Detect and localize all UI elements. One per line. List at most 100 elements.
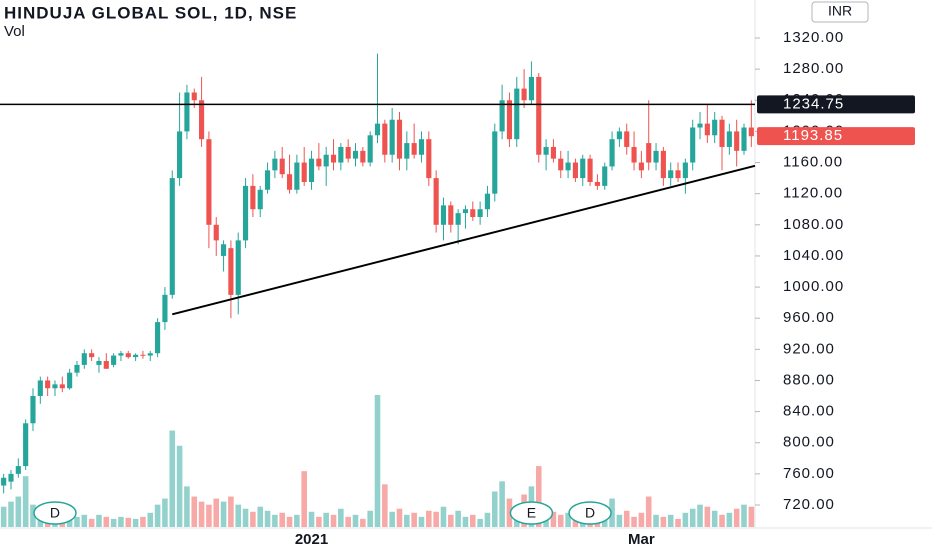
trend-line xyxy=(172,164,756,316)
volume-bar xyxy=(462,516,469,527)
volume-bar xyxy=(484,512,491,527)
volume-bar xyxy=(22,476,29,527)
volume-bar xyxy=(184,486,190,527)
candle-body xyxy=(23,423,29,467)
candle-body xyxy=(396,119,403,159)
volume-bar xyxy=(367,510,373,527)
candle-body xyxy=(543,146,549,155)
volume-bar xyxy=(352,514,359,527)
volume-bar xyxy=(228,496,234,527)
candle-body xyxy=(646,143,652,163)
volume-bar xyxy=(689,508,696,527)
volume-bar xyxy=(572,516,579,527)
volume-bar xyxy=(396,508,403,527)
candle-body xyxy=(448,205,454,225)
volume-bar xyxy=(176,445,183,527)
candle-body xyxy=(199,100,205,140)
candle-body xyxy=(235,240,241,295)
candle-body xyxy=(440,205,447,225)
candle-body xyxy=(668,170,674,179)
volume-bar xyxy=(257,506,264,527)
candle-body xyxy=(382,123,388,155)
candle-body xyxy=(323,154,329,167)
candle-body xyxy=(67,372,73,389)
candle-body xyxy=(697,123,703,128)
volume-bar xyxy=(418,516,425,527)
candle-body xyxy=(477,209,483,218)
volume-bar xyxy=(118,516,124,527)
candle-body xyxy=(704,123,710,136)
candle-body xyxy=(470,209,476,218)
volume-bar xyxy=(250,511,256,527)
candle-body xyxy=(374,123,381,136)
candle-body xyxy=(455,213,461,225)
candle-body xyxy=(411,143,417,155)
candle-body xyxy=(264,170,271,190)
candle-body xyxy=(1,477,7,486)
candle-body xyxy=(162,294,168,323)
candle-body xyxy=(177,131,183,179)
y-tick-label: 1320.00 xyxy=(783,29,844,46)
volume-bar xyxy=(506,498,513,527)
volume-bar xyxy=(711,510,718,527)
y-tick-label: 1000.00 xyxy=(783,278,844,295)
volume-bar xyxy=(308,511,315,527)
resistance-label: 1234.75 xyxy=(783,95,844,112)
candle-body xyxy=(286,174,293,190)
candle-body xyxy=(565,162,571,171)
candle-body xyxy=(89,353,95,358)
volume-bar xyxy=(382,484,388,527)
candle-body xyxy=(426,139,432,179)
candle-body xyxy=(242,185,249,241)
candle-body xyxy=(609,139,615,167)
candle-body xyxy=(734,131,740,151)
volume-bar xyxy=(748,506,755,527)
volume-bar xyxy=(404,514,410,527)
candle-body xyxy=(484,193,491,210)
volume-bar xyxy=(15,496,22,527)
volume-bar xyxy=(609,498,615,527)
volume-bar xyxy=(682,512,689,527)
volume-bar xyxy=(169,430,176,527)
candle-body xyxy=(30,396,36,424)
candle-body xyxy=(638,162,644,171)
volume-bar xyxy=(294,514,300,527)
candle-body xyxy=(103,361,109,369)
volume-bar xyxy=(264,510,271,527)
candle-body xyxy=(521,88,527,101)
volume-bar xyxy=(726,512,733,527)
volume-bar xyxy=(645,496,652,527)
candle-body xyxy=(345,146,351,159)
candle-body xyxy=(316,158,322,167)
candle-body xyxy=(74,364,80,373)
candle-body xyxy=(169,178,175,295)
candle-body xyxy=(587,158,593,182)
candle-body xyxy=(675,170,681,179)
volume-bar xyxy=(491,491,498,527)
volume-bar xyxy=(125,517,132,527)
volume-bar xyxy=(660,516,667,527)
candle-body xyxy=(118,353,124,356)
y-tick-label: 840.00 xyxy=(783,403,835,420)
candle-body xyxy=(624,131,630,147)
volume-bar xyxy=(389,511,395,527)
y-tick-label: 720.00 xyxy=(783,496,835,513)
volume-bar xyxy=(653,514,659,527)
y-tick-label: 760.00 xyxy=(783,465,835,482)
candle-body xyxy=(594,181,600,186)
currency[interactable]: INR xyxy=(828,3,852,19)
candle-body xyxy=(221,244,227,256)
candle-body xyxy=(418,139,425,155)
candle-body xyxy=(155,322,161,354)
candle-body xyxy=(653,150,659,163)
volume-bar xyxy=(0,506,7,527)
candle-body xyxy=(272,158,278,171)
volume-bar xyxy=(638,512,645,527)
candle-body xyxy=(133,354,139,358)
candle-body xyxy=(228,248,234,295)
candle-body xyxy=(631,146,637,163)
currency-box[interactable] xyxy=(811,1,869,23)
last-price-label: 1193.85 xyxy=(783,127,843,144)
event-label: D xyxy=(585,505,595,521)
